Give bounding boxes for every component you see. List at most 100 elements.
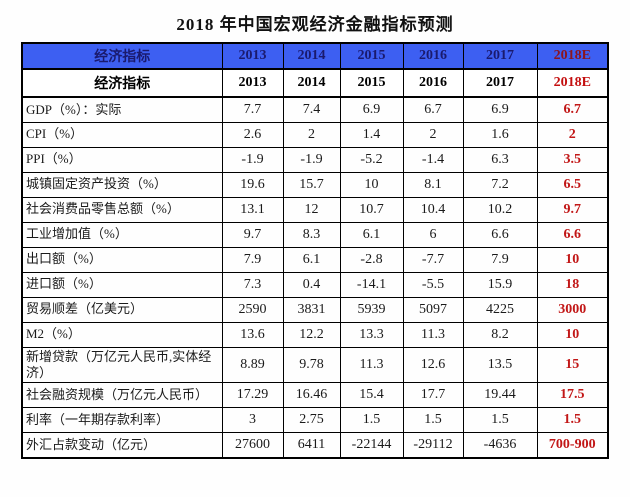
row-label: 外汇占款变动（亿元） bbox=[21, 432, 223, 458]
value-cell: 1.5 bbox=[402, 407, 464, 433]
value-cell: 9.78 bbox=[282, 346, 341, 383]
value-cell: 8.1 bbox=[402, 171, 464, 198]
table-head: 经济指标 2013 2014 2015 2016 2017 2018E 经济指标… bbox=[21, 42, 609, 98]
value-cell: 5097 bbox=[402, 296, 464, 323]
page-title: 2018 年中国宏观经济金融指标预测 bbox=[176, 15, 454, 34]
value-cell: 6.6 bbox=[462, 221, 538, 248]
value-cell: -1.9 bbox=[221, 146, 284, 173]
header-row-blue: 经济指标 2013 2014 2015 2016 2017 2018E bbox=[21, 42, 609, 70]
value-cell: 16.46 bbox=[282, 382, 341, 408]
table-row: PPI（%） -1.9 -1.9 -5.2 -1.4 6.3 3.5 bbox=[21, 146, 609, 173]
header-year-2017: 2017 bbox=[462, 42, 538, 70]
forecast-value-cell: 3000 bbox=[536, 296, 609, 323]
value-cell: 7.9 bbox=[462, 246, 538, 273]
value-cell: -5.5 bbox=[402, 271, 464, 298]
row-label: 进口额（%） bbox=[21, 271, 223, 298]
value-cell: 6.9 bbox=[462, 96, 538, 123]
value-cell: 4225 bbox=[462, 296, 538, 323]
value-cell: 13.3 bbox=[339, 321, 404, 348]
value-cell: 3831 bbox=[282, 296, 341, 323]
value-cell: 13.5 bbox=[462, 346, 538, 383]
value-cell: -2.8 bbox=[339, 246, 404, 273]
value-cell: 2 bbox=[402, 121, 464, 148]
forecast-table: 经济指标 2013 2014 2015 2016 2017 2018E 经济指标… bbox=[21, 42, 609, 459]
value-cell: 8.2 bbox=[462, 321, 538, 348]
value-cell: 15.9 bbox=[462, 271, 538, 298]
header-year-2017: 2017 bbox=[462, 68, 538, 98]
value-cell: 13.1 bbox=[221, 196, 284, 223]
value-cell: 2590 bbox=[221, 296, 284, 323]
value-cell: 19.44 bbox=[462, 382, 538, 408]
row-label: 社会融资规模（万亿元人民币） bbox=[21, 382, 223, 408]
value-cell: 1.5 bbox=[339, 407, 404, 433]
value-cell: 11.3 bbox=[339, 346, 404, 383]
value-cell: 8.3 bbox=[282, 221, 341, 248]
value-cell: 2.6 bbox=[221, 121, 284, 148]
forecast-value-cell: 6.6 bbox=[536, 221, 609, 248]
value-cell: -29112 bbox=[402, 432, 464, 458]
value-cell: -14.1 bbox=[339, 271, 404, 298]
header-row-white: 经济指标 2013 2014 2015 2016 2017 2018E bbox=[21, 68, 609, 98]
value-cell: 15.7 bbox=[282, 171, 341, 198]
forecast-value-cell: 18 bbox=[536, 271, 609, 298]
value-cell: 6.9 bbox=[339, 96, 404, 123]
forecast-value-cell: 10 bbox=[536, 246, 609, 273]
value-cell: 15.4 bbox=[339, 382, 404, 408]
forecast-value-cell: 3.5 bbox=[536, 146, 609, 173]
table-row: 新增贷款（万亿元人民币,实体经济） 8.89 9.78 11.3 12.6 13.5 15 bbox=[21, 346, 609, 383]
value-cell: 10.4 bbox=[402, 196, 464, 223]
value-cell: -4636 bbox=[462, 432, 538, 458]
value-cell: 5939 bbox=[339, 296, 404, 323]
forecast-value-cell: 2 bbox=[536, 121, 609, 148]
value-cell: -22144 bbox=[339, 432, 404, 458]
value-cell: 7.3 bbox=[221, 271, 284, 298]
value-cell: 10.7 bbox=[339, 196, 404, 223]
table-row: 出口额（%） 7.9 6.1 -2.8 -7.7 7.9 10 bbox=[21, 246, 609, 273]
row-label: M2（%） bbox=[21, 321, 223, 348]
value-cell: 19.6 bbox=[221, 171, 284, 198]
header-year-2018e: 2018E bbox=[536, 42, 609, 70]
forecast-value-cell: 6.7 bbox=[536, 96, 609, 123]
header-indicator-label: 经济指标 bbox=[21, 68, 223, 98]
row-label: 工业增加值（%） bbox=[21, 221, 223, 248]
value-cell: 17.7 bbox=[402, 382, 464, 408]
table-row: 利率（一年期存款利率） 3 2.75 1.5 1.5 1.5 1.5 bbox=[21, 407, 609, 433]
table-row: CPI（%） 2.6 2 1.4 2 1.6 2 bbox=[21, 121, 609, 148]
value-cell: 7.7 bbox=[221, 96, 284, 123]
value-cell: 0.4 bbox=[282, 271, 341, 298]
row-label: 新增贷款（万亿元人民币,实体经济） bbox=[21, 346, 223, 383]
value-cell: 6 bbox=[402, 221, 464, 248]
value-cell: 7.2 bbox=[462, 171, 538, 198]
forecast-value-cell: 700-900 bbox=[536, 432, 609, 458]
value-cell: 13.6 bbox=[221, 321, 284, 348]
table-row: GDP（%）：实际 7.7 7.4 6.9 6.7 6.9 6.7 bbox=[21, 96, 609, 123]
row-label: 贸易顺差（亿美元） bbox=[21, 296, 223, 323]
value-cell: 6.3 bbox=[462, 146, 538, 173]
forecast-value-cell: 15 bbox=[536, 346, 609, 383]
header-year-2016: 2016 bbox=[402, 68, 464, 98]
value-cell: -1.4 bbox=[402, 146, 464, 173]
value-cell: 11.3 bbox=[402, 321, 464, 348]
header-year-2016: 2016 bbox=[402, 42, 464, 70]
table-row: 进口额（%） 7.3 0.4 -14.1 -5.5 15.9 18 bbox=[21, 271, 609, 298]
value-cell: 8.89 bbox=[221, 346, 284, 383]
forecast-value-cell: 10 bbox=[536, 321, 609, 348]
value-cell: -1.9 bbox=[282, 146, 341, 173]
header-year-2014: 2014 bbox=[282, 68, 341, 98]
value-cell: 6411 bbox=[282, 432, 341, 458]
value-cell: 6.7 bbox=[402, 96, 464, 123]
header-year-2013: 2013 bbox=[221, 42, 284, 70]
value-cell: 1.5 bbox=[462, 407, 538, 433]
value-cell: 3 bbox=[221, 407, 284, 433]
forecast-value-cell: 17.5 bbox=[536, 382, 609, 408]
table-row: 工业增加值（%） 9.7 8.3 6.1 6 6.6 6.6 bbox=[21, 221, 609, 248]
table-row: 社会融资规模（万亿元人民币） 17.29 16.46 15.4 17.7 19.44 17.… bbox=[21, 382, 609, 408]
row-label: CPI（%） bbox=[21, 121, 223, 148]
value-cell: 9.7 bbox=[221, 221, 284, 248]
forecast-value-cell: 9.7 bbox=[536, 196, 609, 223]
value-cell: 17.29 bbox=[221, 382, 284, 408]
table-row: 贸易顺差（亿美元） 2590 3831 5939 5097 4225 3000 bbox=[21, 296, 609, 323]
row-label: 社会消费品零售总额（%） bbox=[21, 196, 223, 223]
header-year-2015: 2015 bbox=[339, 42, 404, 70]
